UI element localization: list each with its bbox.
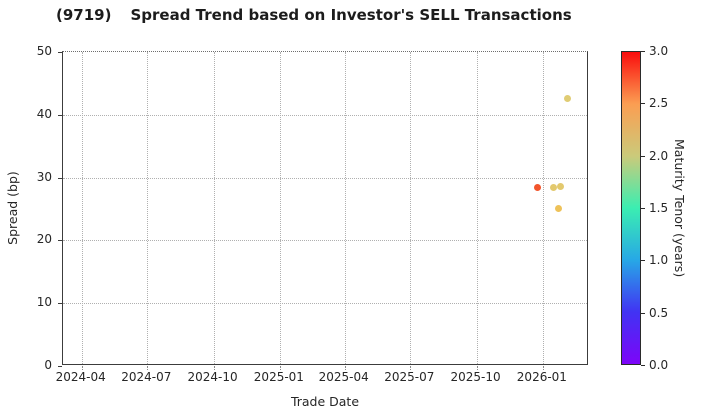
chart-title: (9719) Spread Trend based on Investor's … [56,6,572,24]
colorbar-tick-mark [641,365,645,366]
x-tick-mark [344,366,346,370]
x-gridline [81,52,83,364]
colorbar-tick-label: 0.5 [649,305,669,320]
x-tick-label: 2026-01 [516,370,567,384]
y-tick-mark [58,177,62,179]
colorbar-tick-label: 0.0 [649,358,669,372]
x-tick-label: 2024-10 [187,370,238,384]
y-tick-mark [58,303,62,305]
data-point [550,183,558,191]
y-tick-label: 40 [36,106,52,121]
y-tick-label: 10 [36,295,52,310]
data-point [555,204,563,212]
data-point [556,182,564,190]
x-gridline [476,52,478,364]
y-tick-mark [58,240,62,242]
x-tick-mark [410,366,412,370]
data-point [563,94,571,102]
x-tick-label: 2025-01 [253,370,304,384]
colorbar-tick-label: 1.5 [649,201,669,215]
x-tick-mark [476,366,478,370]
x-tick-mark [147,366,149,370]
colorbar-tick-label: 1.0 [649,253,669,268]
x-tick-mark [213,366,215,370]
y-tick-mark [58,366,62,367]
y-gridline [63,240,587,242]
x-tick-label: 2024-07 [121,370,172,384]
colorbar-tick-mark [641,260,645,262]
x-tick-label: 2025-04 [318,370,369,384]
x-tick-mark [542,366,544,370]
x-gridline [542,52,544,364]
colorbar-tick-label: 2.5 [649,96,669,111]
x-gridline [213,52,215,364]
x-axis-label: Trade Date [290,394,360,409]
ticker-code: (9719) [56,6,112,24]
x-gridline [279,52,281,364]
colorbar-label: Maturity Tenor (years) [672,138,687,278]
colorbar-tick-mark [641,155,645,157]
x-tick-mark [279,366,281,370]
y-tick-label: 50 [36,44,52,58]
x-gridline [344,52,346,364]
colorbar-tick-label: 2.0 [649,148,669,163]
y-tick-mark [58,52,62,53]
colorbar-tick-mark [641,51,645,52]
y-tick-mark [58,114,62,116]
x-tick-label: 2024-04 [55,370,106,384]
chart-title-text: Spread Trend based on Investor's SELL Tr… [130,6,572,24]
colorbar-tick-mark [641,312,645,314]
y-tick-label: 20 [36,232,52,247]
x-tick-label: 2025-07 [384,370,435,384]
colorbar-tick-mark [641,208,645,209]
y-tick-label: 0 [44,358,52,372]
colorbar [621,51,641,365]
y-gridline [63,177,587,179]
x-gridline [410,52,412,364]
y-tick-label: 30 [36,169,52,184]
data-point [533,183,541,191]
x-tick-mark [81,366,83,370]
colorbar-tick-mark [641,103,645,105]
y-gridline [63,303,587,305]
x-tick-label: 2025-10 [450,370,501,384]
y-gridline [63,114,587,116]
colorbar-tick-label: 3.0 [649,44,669,58]
x-gridline [147,52,149,364]
plot-area [58,51,588,370]
